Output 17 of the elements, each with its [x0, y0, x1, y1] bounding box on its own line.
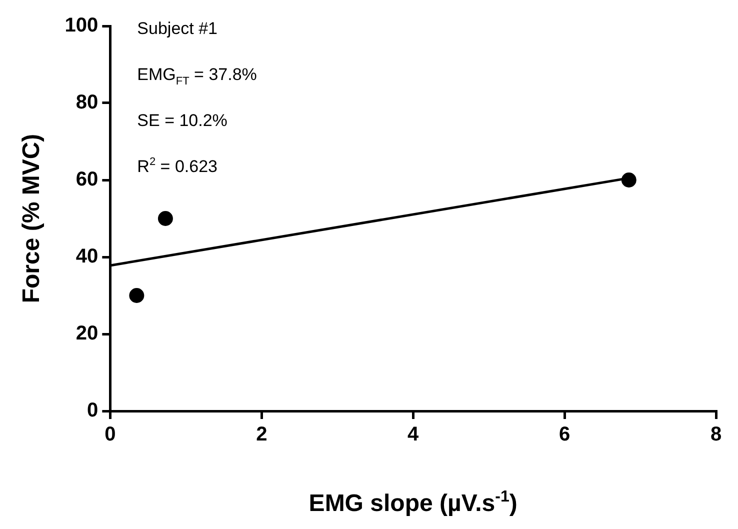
y-tick-label: 0 — [87, 400, 98, 422]
y-axis-title: Force (% MVC) — [18, 134, 46, 304]
y-tick-label: 40 — [76, 246, 98, 268]
annotation: SE = 10.2% — [137, 111, 228, 130]
y-tick-label: 60 — [76, 168, 98, 191]
point — [158, 211, 173, 226]
x-tick-label: 4 — [408, 424, 420, 446]
point — [621, 172, 636, 188]
x-tick-label: 0 — [104, 424, 116, 446]
x-tick-label: 8 — [710, 424, 722, 446]
y-tick-label: 100 — [64, 14, 98, 37]
y-tick-label: 20 — [76, 322, 98, 345]
x-tick-label: 6 — [558, 424, 570, 446]
x-tick-label: 2 — [256, 424, 268, 446]
y-tick-label: 80 — [76, 92, 98, 114]
point — [129, 288, 144, 303]
annotation: Subject #1 — [137, 19, 218, 38]
